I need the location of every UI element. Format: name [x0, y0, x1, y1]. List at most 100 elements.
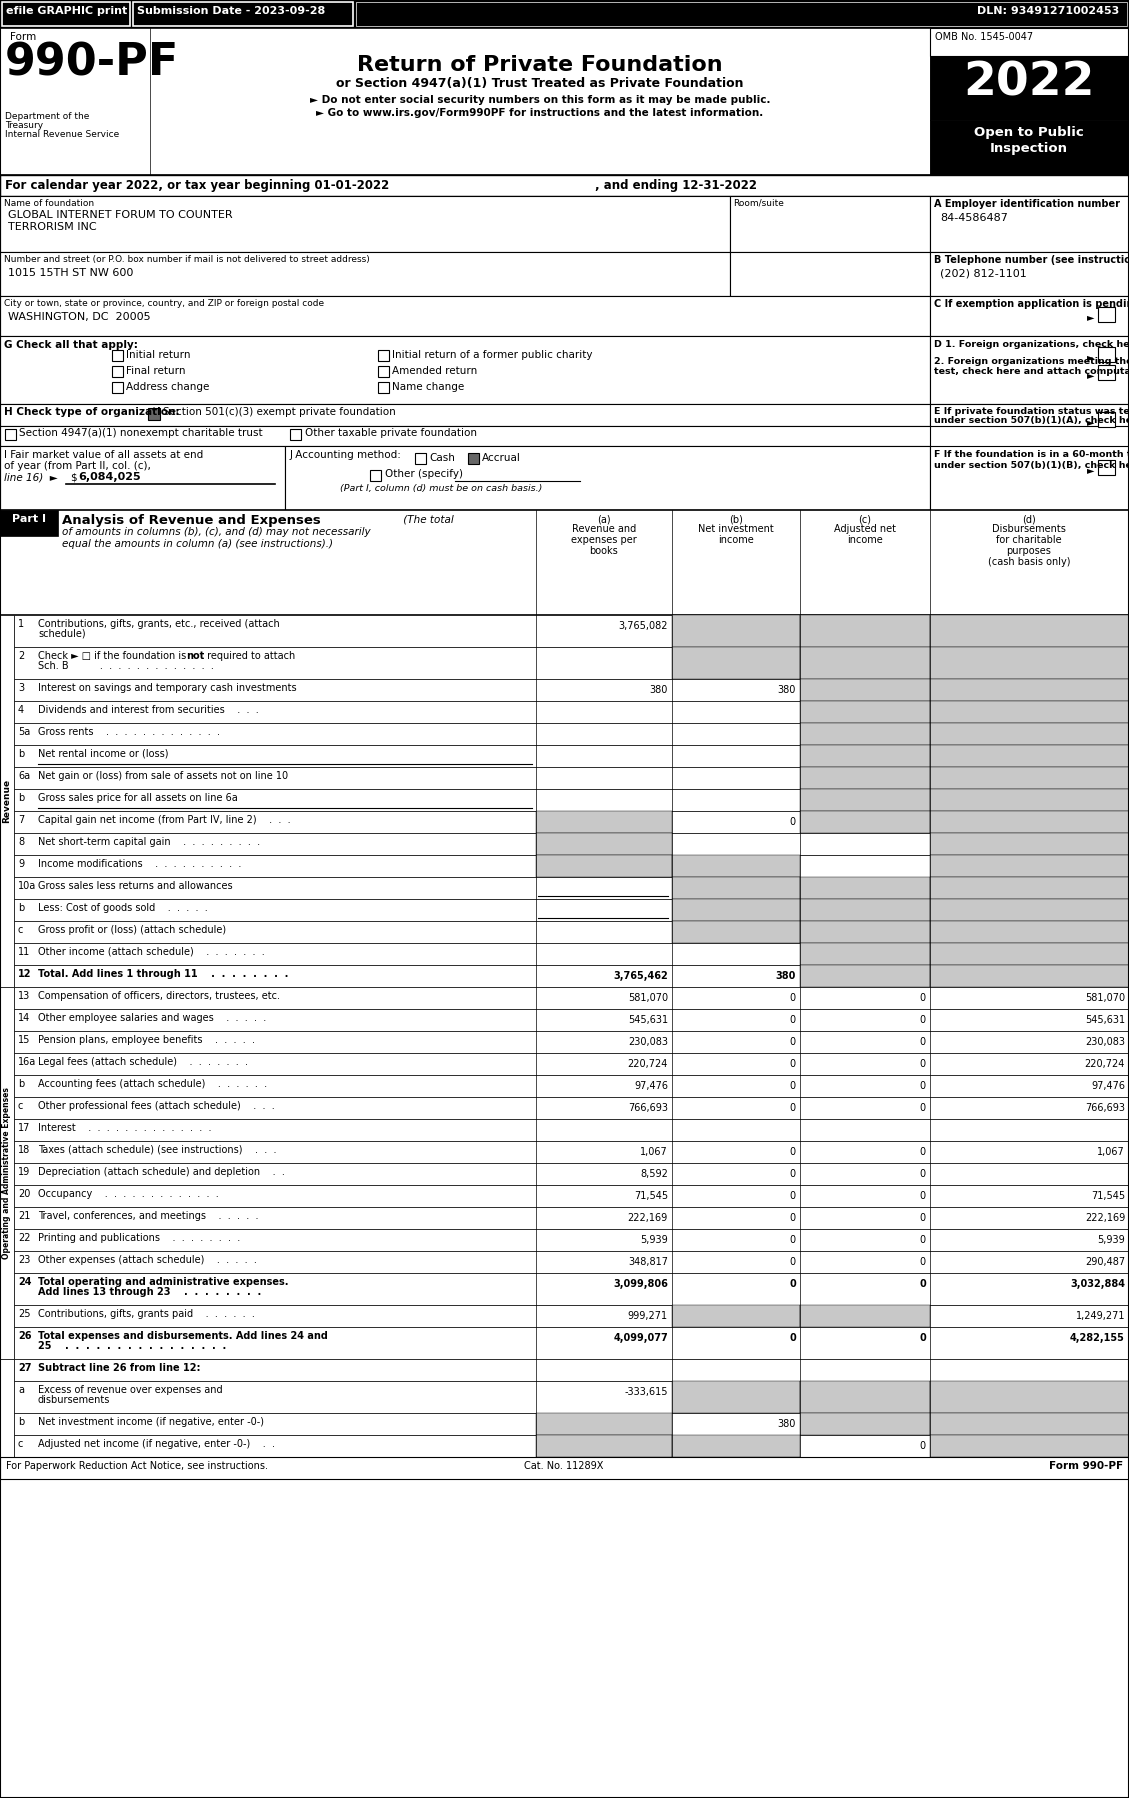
Text: F If the foundation is in a 60-month termination: F If the foundation is in a 60-month ter… — [934, 450, 1129, 458]
Bar — [672, 647, 800, 680]
Text: 19: 19 — [18, 1167, 30, 1178]
Bar — [730, 252, 930, 297]
Text: 0: 0 — [790, 1257, 796, 1268]
Text: for charitable: for charitable — [996, 536, 1061, 545]
Text: H Check type of organization:: H Check type of organization: — [5, 406, 180, 417]
Text: 220,724: 220,724 — [1085, 1059, 1124, 1070]
Bar — [378, 367, 390, 378]
Text: Department of the: Department of the — [5, 111, 89, 120]
Text: 10a: 10a — [18, 881, 36, 892]
Text: 0: 0 — [790, 1081, 796, 1091]
Text: Excess of revenue over expenses and: Excess of revenue over expenses and — [38, 1384, 222, 1395]
Text: 6,084,025: 6,084,025 — [78, 473, 141, 482]
Bar — [930, 29, 1129, 56]
Bar — [672, 1305, 800, 1327]
Text: Dividends and interest from securities    .  .  .: Dividends and interest from securities .… — [38, 705, 259, 716]
Bar — [800, 723, 930, 744]
Text: A Employer identification number: A Employer identification number — [934, 200, 1120, 209]
Bar — [800, 1305, 930, 1327]
Text: 230,083: 230,083 — [628, 1037, 668, 1046]
Text: Compensation of officers, directors, trustees, etc.: Compensation of officers, directors, tru… — [38, 991, 280, 1001]
Text: 12: 12 — [18, 969, 32, 978]
Bar — [930, 811, 1129, 832]
Text: 4,282,155: 4,282,155 — [1070, 1332, 1124, 1343]
Bar — [14, 856, 1129, 877]
Text: c: c — [18, 924, 24, 935]
Text: Other (specify): Other (specify) — [385, 469, 463, 478]
Text: Occupancy    .  .  .  .  .  .  .  .  .  .  .  .  .: Occupancy . . . . . . . . . . . . . — [38, 1188, 219, 1199]
Text: Total expenses and disbursements. Add lines 24 and: Total expenses and disbursements. Add li… — [38, 1331, 327, 1341]
Text: Travel, conferences, and meetings    .  .  .  .  .: Travel, conferences, and meetings . . . … — [38, 1212, 259, 1221]
Text: DLN: 93491271002453: DLN: 93491271002453 — [977, 5, 1119, 16]
Text: Name of foundation: Name of foundation — [5, 200, 94, 209]
Text: Total operating and administrative expenses.: Total operating and administrative expen… — [38, 1277, 289, 1287]
Text: Contributions, gifts, grants paid    .  .  .  .  .  .: Contributions, gifts, grants paid . . . … — [38, 1309, 255, 1320]
Bar — [672, 1381, 800, 1413]
Text: OMB No. 1545-0047: OMB No. 1545-0047 — [935, 32, 1033, 41]
Bar — [1099, 412, 1115, 426]
Text: 999,271: 999,271 — [628, 1311, 668, 1322]
Bar — [930, 336, 1129, 405]
Text: b: b — [18, 793, 24, 804]
Text: ► Do not enter social security numbers on this form as it may be made public.: ► Do not enter social security numbers o… — [309, 95, 770, 104]
Text: 0: 0 — [790, 1235, 796, 1244]
Text: 545,631: 545,631 — [1085, 1016, 1124, 1025]
Text: Contributions, gifts, grants, etc., received (attach: Contributions, gifts, grants, etc., rece… — [38, 619, 280, 629]
Text: Treasury: Treasury — [5, 120, 43, 129]
Text: 0: 0 — [790, 1037, 796, 1046]
Text: Analysis of Revenue and Expenses: Analysis of Revenue and Expenses — [62, 514, 321, 527]
Text: income: income — [847, 536, 883, 545]
Text: (The total: (The total — [400, 514, 454, 523]
Text: 13: 13 — [18, 991, 30, 1001]
Bar — [14, 1206, 1129, 1230]
Bar — [930, 921, 1129, 942]
Bar — [5, 430, 16, 441]
Text: 0: 0 — [790, 816, 796, 827]
Bar — [930, 1381, 1129, 1413]
Text: Initial return of a former public charity: Initial return of a former public charit… — [392, 351, 593, 360]
Text: 7: 7 — [18, 814, 24, 825]
Text: 16a: 16a — [18, 1057, 36, 1066]
Bar — [672, 856, 800, 877]
Bar — [930, 196, 1129, 252]
Bar — [112, 351, 123, 361]
Text: Sch. B          .  .  .  .  .  .  .  .  .  .  .  .  .: Sch. B . . . . . . . . . . . . . — [38, 662, 213, 671]
Bar — [800, 680, 930, 701]
Text: equal the amounts in column (a) (see instructions).): equal the amounts in column (a) (see ins… — [62, 539, 333, 548]
Bar — [14, 1118, 1129, 1142]
Text: 22: 22 — [18, 1233, 30, 1242]
Text: J Accounting method:: J Accounting method: — [290, 450, 402, 460]
Bar — [0, 405, 930, 426]
Text: B Telephone number (see instructions): B Telephone number (see instructions) — [934, 255, 1129, 264]
Text: 24: 24 — [18, 1277, 32, 1287]
Bar — [672, 921, 800, 942]
Bar — [14, 1327, 1129, 1359]
Text: 0: 0 — [919, 1332, 926, 1343]
Text: TERRORISM INC: TERRORISM INC — [8, 221, 97, 232]
Text: required to attach: required to attach — [204, 651, 296, 662]
Bar — [2, 2, 130, 25]
Text: 290,487: 290,487 — [1085, 1257, 1124, 1268]
Text: 380: 380 — [776, 971, 796, 982]
Text: ►: ► — [1087, 417, 1094, 426]
Text: 0: 0 — [919, 1278, 926, 1289]
Bar — [14, 615, 1129, 647]
Bar — [112, 367, 123, 378]
Bar — [14, 789, 1129, 811]
Text: G Check all that apply:: G Check all that apply: — [5, 340, 138, 351]
Text: 20: 20 — [18, 1188, 30, 1199]
Bar — [536, 856, 672, 877]
Text: 0: 0 — [790, 1102, 796, 1113]
Text: 0: 0 — [920, 1081, 926, 1091]
Bar — [378, 381, 390, 394]
Bar — [0, 1456, 1129, 1480]
Text: Form 990-PF: Form 990-PF — [1049, 1462, 1123, 1471]
Text: D 1. Foreign organizations, check here.............: D 1. Foreign organizations, check here..… — [934, 340, 1129, 349]
Text: 6a: 6a — [18, 771, 30, 780]
Bar — [930, 768, 1129, 789]
Text: (cash basis only): (cash basis only) — [988, 557, 1070, 566]
Text: Interest    .  .  .  .  .  .  .  .  .  .  .  .  .  .: Interest . . . . . . . . . . . . . . — [38, 1124, 211, 1133]
Bar — [14, 1075, 1129, 1097]
Bar — [800, 1413, 930, 1435]
Text: Amended return: Amended return — [392, 367, 478, 376]
